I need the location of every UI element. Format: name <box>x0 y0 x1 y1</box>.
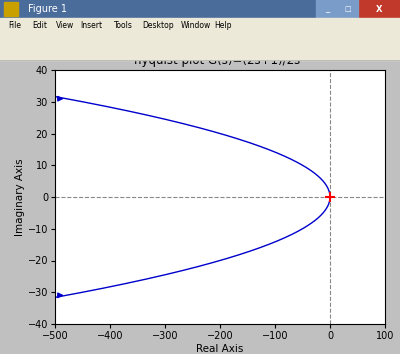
Y-axis label: Imaginary Axis: Imaginary Axis <box>15 158 25 236</box>
Text: Tools: Tools <box>114 22 132 30</box>
Text: □: □ <box>344 6 351 12</box>
Text: File: File <box>8 22 21 30</box>
Text: Desktop: Desktop <box>142 22 174 30</box>
Text: Figure 1: Figure 1 <box>28 4 67 14</box>
Text: X: X <box>376 5 382 13</box>
Title: nyquist plot G(s)=(2s+1)/2s²: nyquist plot G(s)=(2s+1)/2s² <box>134 55 306 68</box>
Text: _: _ <box>325 5 329 13</box>
Text: Window: Window <box>181 22 211 30</box>
Text: Insert: Insert <box>80 22 102 30</box>
Text: Edit: Edit <box>32 22 47 30</box>
Text: View: View <box>56 22 74 30</box>
X-axis label: Real Axis: Real Axis <box>196 344 244 354</box>
Text: Help: Help <box>214 22 232 30</box>
